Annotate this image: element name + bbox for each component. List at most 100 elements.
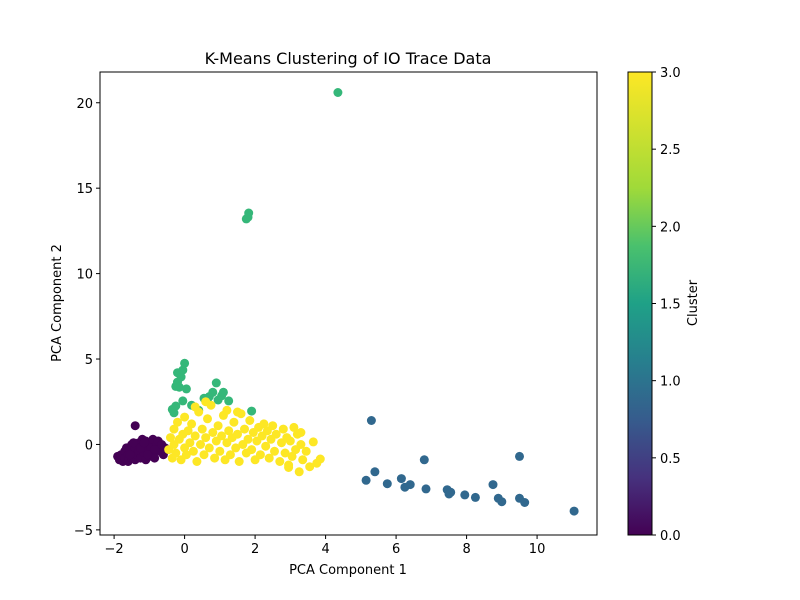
data-point (421, 484, 431, 494)
data-point (217, 431, 227, 441)
data-point (333, 88, 343, 97)
data-point (284, 463, 294, 472)
colorbar-ticks: 0.0 0.5 1.0 1.5 2.0 2.5 3.0 (652, 66, 681, 544)
data-point (129, 438, 138, 448)
y-tick-label: 15 (76, 182, 93, 197)
chart-title: K-Means Clustering of IO Trace Data (205, 49, 492, 68)
y-tick-label: 5 (85, 353, 93, 368)
colorbar-label: Cluster (686, 279, 701, 326)
data-point (208, 428, 218, 437)
data-point (233, 429, 242, 439)
data-point (569, 506, 579, 516)
x-tick-label: 10 (529, 542, 546, 557)
data-point (166, 433, 175, 443)
colorbar-tick-label: 1.0 (660, 375, 681, 390)
data-point (139, 438, 149, 448)
data-point (245, 416, 255, 425)
data-point (204, 443, 214, 453)
data-point (125, 450, 135, 460)
y-tick-label: 10 (76, 268, 93, 283)
data-point (130, 421, 140, 431)
data-point (208, 387, 218, 397)
x-tick-label: 8 (462, 542, 470, 557)
data-point (171, 401, 181, 411)
data-point (203, 414, 212, 424)
x-tick-label: 2 (251, 542, 259, 557)
data-point (247, 445, 257, 455)
data-point (224, 426, 234, 436)
data-point (178, 396, 188, 406)
data-point (366, 416, 376, 425)
data-point (243, 212, 253, 222)
data-point (308, 437, 318, 447)
data-point (285, 436, 295, 446)
colorbar-tick-label: 2.0 (660, 220, 681, 235)
data-point (446, 487, 456, 497)
data-point (280, 448, 290, 458)
data-point (289, 422, 299, 432)
data-point (240, 424, 249, 434)
data-point (301, 446, 311, 456)
colorbar-tick-label: 1.5 (660, 298, 681, 313)
data-point (287, 451, 297, 461)
data-point (176, 372, 186, 382)
data-point (192, 457, 202, 466)
data-point (270, 446, 279, 456)
data-points (113, 88, 579, 516)
data-point (201, 433, 211, 443)
data-point (470, 492, 480, 502)
y-axis-label: PCA Component 2 (50, 244, 65, 362)
data-point (187, 419, 197, 429)
data-point (183, 426, 193, 436)
data-point (178, 365, 188, 375)
data-point (218, 387, 228, 397)
data-point (188, 446, 198, 456)
data-point (268, 421, 278, 431)
data-point (150, 453, 160, 463)
data-point (199, 450, 209, 460)
data-point (497, 497, 507, 507)
data-point (278, 424, 288, 434)
data-point (213, 421, 223, 431)
data-point (259, 419, 269, 429)
colorbar-tick-label: 0.5 (660, 452, 681, 467)
data-point (231, 443, 241, 453)
data-point (171, 448, 181, 458)
colorbar-tick-label: 0.0 (660, 529, 681, 544)
data-point (169, 424, 179, 434)
x-tick-label: −2 (105, 542, 124, 557)
data-point (361, 475, 371, 485)
data-point (296, 440, 306, 449)
x-tick-label: 6 (392, 542, 400, 557)
data-point (275, 457, 285, 466)
data-point (222, 405, 232, 415)
data-point (396, 474, 406, 484)
data-point (234, 457, 244, 466)
y-tick-label: 20 (76, 97, 93, 112)
colorbar-tick-label: 2.5 (660, 143, 681, 158)
data-point (185, 438, 195, 448)
data-point (210, 453, 220, 463)
data-point (382, 479, 392, 489)
data-point (169, 408, 179, 418)
data-point (181, 384, 191, 394)
data-point (190, 431, 200, 441)
data-point (488, 480, 498, 490)
data-point (190, 402, 200, 412)
data-point (315, 454, 325, 464)
data-point (180, 358, 190, 368)
colorbar-tick-label: 3.0 (660, 66, 681, 81)
data-point (515, 451, 524, 461)
x-axis-label: PCA Component 1 (289, 563, 407, 578)
data-point (181, 450, 191, 460)
data-point (150, 445, 160, 455)
data-point (405, 480, 415, 490)
data-point (233, 407, 242, 417)
data-point (255, 450, 265, 460)
data-point (243, 434, 253, 444)
x-tick-label: 4 (321, 542, 329, 557)
y-axis-ticks: −5 0 5 10 15 20 (74, 97, 100, 539)
data-point (264, 453, 274, 463)
data-point (296, 428, 306, 437)
